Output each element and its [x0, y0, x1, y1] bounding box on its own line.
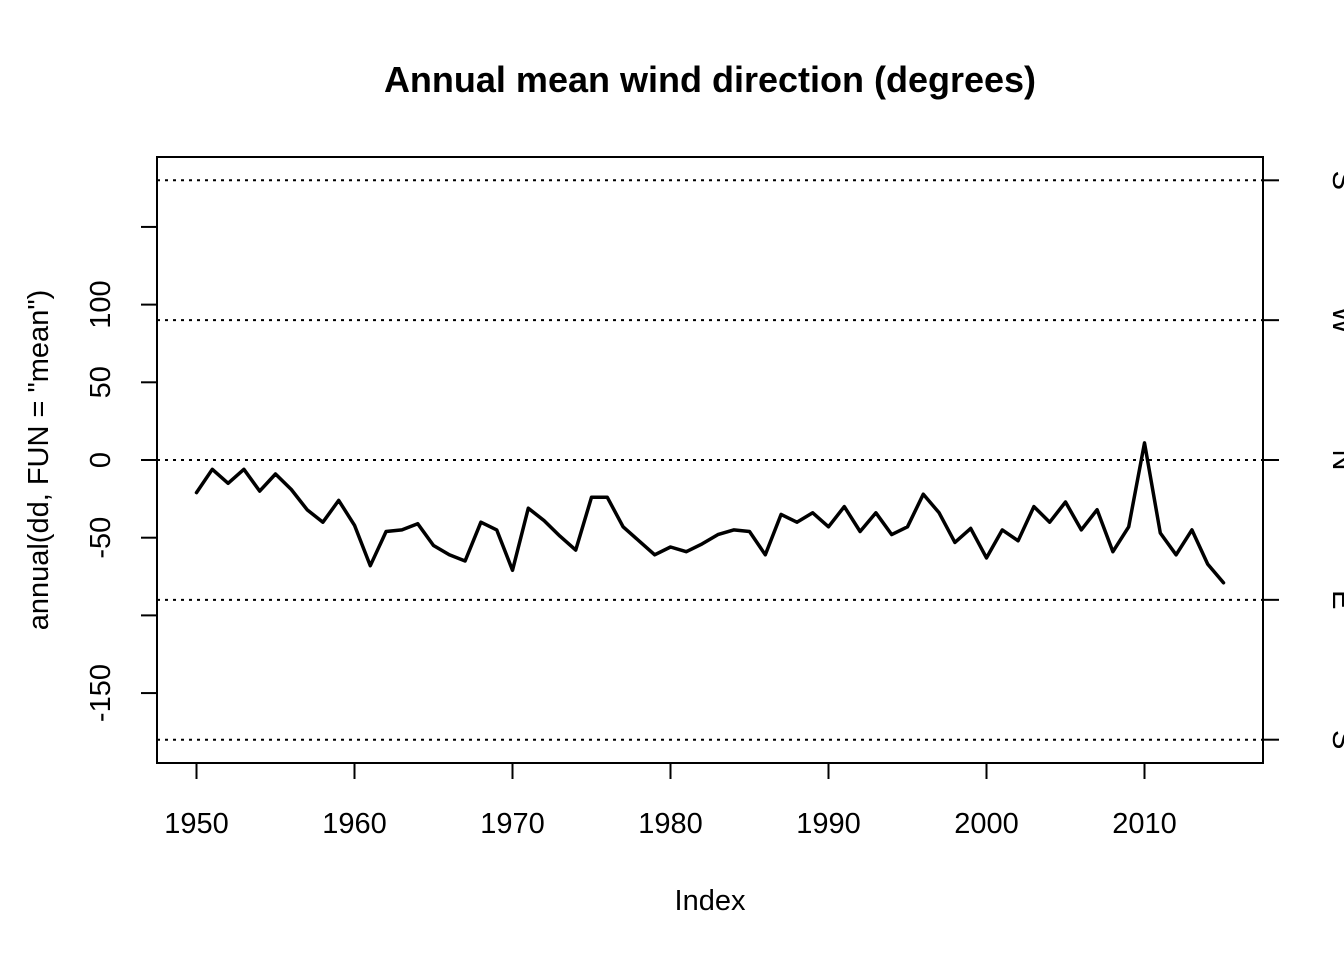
x-axis: 1950 1960 1970 1980 1990 2000 2010 [164, 763, 1177, 840]
right-tick-label-0: S [1326, 730, 1344, 749]
x-tick-label-2000: 2000 [954, 808, 1019, 840]
chart-title: Annual mean wind direction (degrees) [384, 59, 1036, 100]
x-tick-label-1970: 1970 [480, 808, 545, 840]
y-tick-label-100: 100 [85, 280, 117, 328]
y-tick-label--150: -150 [85, 664, 117, 722]
x-tick-label-1960: 1960 [322, 808, 387, 840]
right-tick-label-4: S [1326, 171, 1344, 190]
x-tick-label-2010: 2010 [1112, 808, 1177, 840]
x-tick-label-1950: 1950 [164, 808, 229, 840]
right-tick-label-2: N [1326, 450, 1344, 471]
right-axis: S E N W S [1263, 171, 1344, 749]
reference-lines [157, 179, 1263, 741]
y-axis: -150 -50 0 50 100 [85, 225, 157, 722]
right-tick-label-3: W [1326, 306, 1344, 334]
x-tick-label-1990: 1990 [796, 808, 861, 840]
right-tick-label-1: E [1326, 590, 1344, 609]
x-axis-label: Index [675, 885, 746, 917]
y-tick-label-50: 50 [85, 366, 117, 398]
y-tick-label-0: 0 [85, 452, 117, 468]
y-tick-label--50: -50 [85, 517, 117, 559]
series-line [194, 441, 1226, 585]
x-tick-label-1980: 1980 [638, 808, 703, 840]
y-axis-label: annual(dd, FUN = "mean") [23, 290, 55, 631]
series-points [196, 443, 1223, 583]
